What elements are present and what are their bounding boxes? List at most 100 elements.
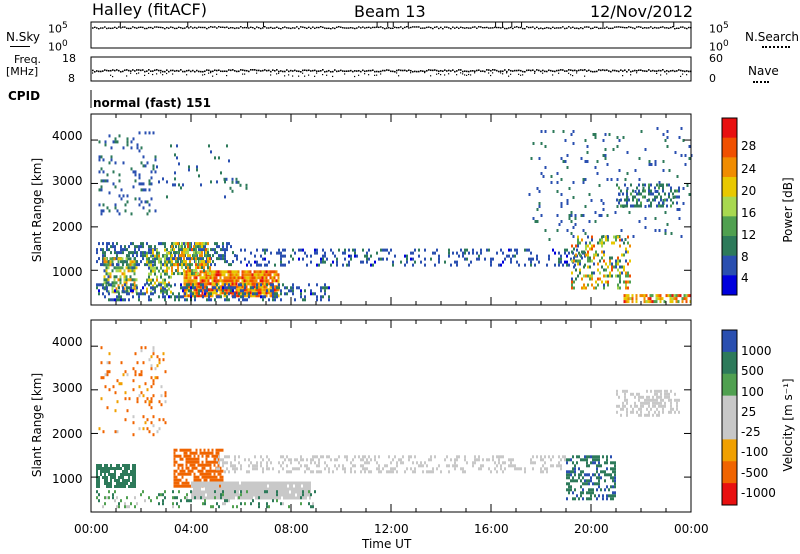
data-cell <box>602 202 605 205</box>
data-cell <box>676 404 678 408</box>
data-cell <box>123 281 126 285</box>
data-cell <box>128 286 130 290</box>
data-cell <box>266 248 268 252</box>
panel-frame-velocity <box>90 319 692 513</box>
nsky-sample <box>104 26 106 28</box>
data-cell <box>184 292 186 296</box>
data-cell <box>187 460 190 464</box>
data-cell <box>211 282 214 286</box>
data-cell <box>566 199 569 202</box>
data-cell <box>605 274 607 278</box>
data-cell <box>227 276 230 280</box>
data-cell <box>175 260 177 264</box>
data-cell <box>300 502 302 506</box>
data-cell <box>183 448 186 452</box>
data-cell <box>166 266 168 270</box>
nave-sample <box>244 73 246 75</box>
data-cell <box>217 481 219 485</box>
data-cell <box>280 455 282 459</box>
data-cell <box>187 245 189 249</box>
data-cell <box>524 470 526 474</box>
data-cell <box>193 484 195 488</box>
freq-sample <box>380 70 382 73</box>
data-cell <box>272 499 274 503</box>
data-cell <box>255 496 257 500</box>
data-cell <box>138 173 141 177</box>
freq-sample <box>142 69 144 71</box>
data-cell <box>222 461 224 465</box>
data-cell <box>597 283 599 287</box>
data-cell <box>510 464 512 468</box>
nsky-sample <box>136 27 138 29</box>
data-cell <box>217 288 220 292</box>
data-cell <box>102 283 104 287</box>
data-cell <box>566 248 568 252</box>
data-cell <box>251 276 254 280</box>
data-cell <box>251 294 254 298</box>
data-cell <box>211 294 214 298</box>
velocity-cbar-tick-1000: 1000 <box>741 344 772 358</box>
data-cell <box>277 279 280 283</box>
freq-sample <box>336 70 338 73</box>
data-cell <box>602 497 604 501</box>
data-cell <box>156 251 158 255</box>
data-cell <box>126 248 128 252</box>
data-cell <box>113 257 116 261</box>
data-cell <box>209 266 211 270</box>
nsky-sample <box>574 27 576 30</box>
data-cell <box>508 464 510 468</box>
data-cell <box>570 220 573 223</box>
data-cell <box>124 502 126 506</box>
data-cell <box>213 288 216 292</box>
data-cell <box>332 251 334 255</box>
data-cell <box>132 388 135 392</box>
data-cell <box>150 266 152 270</box>
data-cell <box>248 464 250 468</box>
data-cell <box>462 254 464 258</box>
data-cell <box>119 275 122 279</box>
data-cell <box>249 484 251 488</box>
data-cell <box>572 235 575 238</box>
data-cell <box>191 484 193 488</box>
data-cell <box>602 208 605 211</box>
data-cell <box>249 496 251 500</box>
data-cell <box>218 461 220 465</box>
data-cell <box>583 250 585 254</box>
freq-sample <box>122 70 124 73</box>
data-cell <box>202 286 204 290</box>
nave-sample <box>460 72 462 74</box>
data-cell <box>664 211 667 214</box>
freq-sample <box>442 70 444 72</box>
data-cell <box>128 397 131 401</box>
data-cell <box>120 197 123 201</box>
data-cell <box>595 286 597 290</box>
data-cell <box>532 461 534 465</box>
data-cell <box>342 464 344 468</box>
data-cell <box>624 392 626 396</box>
data-cell <box>276 292 278 296</box>
data-cell <box>326 286 328 290</box>
data-cell <box>164 245 166 249</box>
data-cell <box>257 490 259 494</box>
data-cell <box>514 254 516 258</box>
data-cell <box>364 467 366 471</box>
data-cell <box>235 291 238 295</box>
data-cell <box>652 198 654 202</box>
nsky-sample <box>294 27 296 29</box>
data-cell <box>544 467 546 471</box>
data-cell <box>198 174 200 178</box>
data-cell <box>300 292 302 296</box>
data-cell <box>162 177 164 181</box>
data-cell <box>162 352 165 356</box>
data-cell <box>100 470 102 473</box>
data-cell <box>213 273 216 277</box>
data-cell <box>261 276 264 280</box>
data-cell <box>146 260 148 264</box>
data-cell <box>366 260 368 264</box>
data-cell <box>322 286 324 290</box>
data-cell <box>232 289 234 293</box>
data-cell <box>217 484 219 488</box>
freq-sample <box>328 69 330 72</box>
data-cell <box>204 502 206 506</box>
data-cell <box>118 476 120 479</box>
